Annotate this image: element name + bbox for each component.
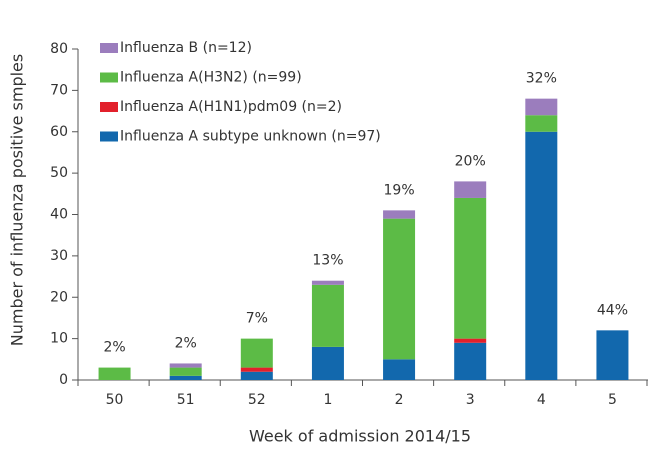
y-tick-label: 40 [50, 207, 68, 223]
x-tick-label: 3 [466, 392, 475, 408]
y-tick-label: 70 [50, 82, 68, 98]
y-tick-label: 0 [59, 372, 68, 388]
legend-swatch [100, 102, 118, 112]
y-axis-label: Number of influenza positive smples [8, 54, 27, 347]
y-tick-label: 60 [50, 124, 68, 140]
bar-segment [311, 280, 344, 285]
bar-segment [383, 210, 416, 219]
legend-swatch [100, 72, 118, 83]
bar-segment [454, 197, 487, 339]
percent-label: 7% [246, 311, 268, 327]
x-tick-label: 1 [323, 392, 332, 408]
legend-label: Influenza A(H3N2) (n=99) [120, 70, 302, 86]
legend-label: Influenza B (n=12) [120, 40, 252, 56]
bar-segment [454, 342, 487, 380]
y-tick-label: 20 [50, 289, 68, 305]
legend-swatch [100, 43, 118, 53]
bar-segment [311, 284, 344, 347]
x-tick-label: 5 [608, 392, 617, 408]
bar-segment [525, 98, 558, 116]
y-tick-label: 30 [50, 248, 68, 264]
bar-segment [169, 367, 202, 376]
percent-label: 2% [175, 335, 197, 351]
legend-label: Influenza A(H1N1)pdm09 (n=2) [120, 99, 342, 115]
bar-segment [383, 359, 416, 380]
percent-label: 44% [597, 302, 628, 318]
x-tick-label: 52 [248, 392, 266, 408]
y-tick-label: 80 [50, 41, 68, 57]
percent-label: 32% [526, 71, 557, 87]
bar-segment [383, 218, 416, 360]
y-tick-label: 50 [50, 165, 68, 181]
percent-label: 20% [455, 153, 486, 169]
bar-segment [169, 375, 202, 380]
bar-segment [169, 363, 202, 368]
x-axis-label: Week of admission 2014/15 [249, 427, 471, 446]
percent-label: 2% [103, 340, 125, 356]
y-tick-label: 10 [50, 331, 68, 347]
bar-segment [240, 338, 273, 368]
x-tick-label: 51 [177, 392, 195, 408]
bar-segment [240, 371, 273, 380]
percent-label: 13% [312, 253, 343, 269]
x-tick-label: 4 [537, 392, 546, 408]
bar-segment [98, 367, 131, 380]
bar-segment [311, 346, 344, 380]
x-tick-label: 2 [395, 392, 404, 408]
bar-segment [240, 367, 273, 372]
bar-segment [454, 338, 487, 343]
legend-label: Influenza A subtype unknown (n=97) [120, 129, 381, 145]
percent-label: 19% [384, 182, 415, 198]
bar-segment [525, 131, 558, 380]
bar-segment [454, 181, 487, 198]
bar-segment [525, 115, 558, 132]
legend-swatch [100, 131, 118, 142]
bar-segment [596, 330, 629, 380]
x-tick-label: 50 [106, 392, 124, 408]
